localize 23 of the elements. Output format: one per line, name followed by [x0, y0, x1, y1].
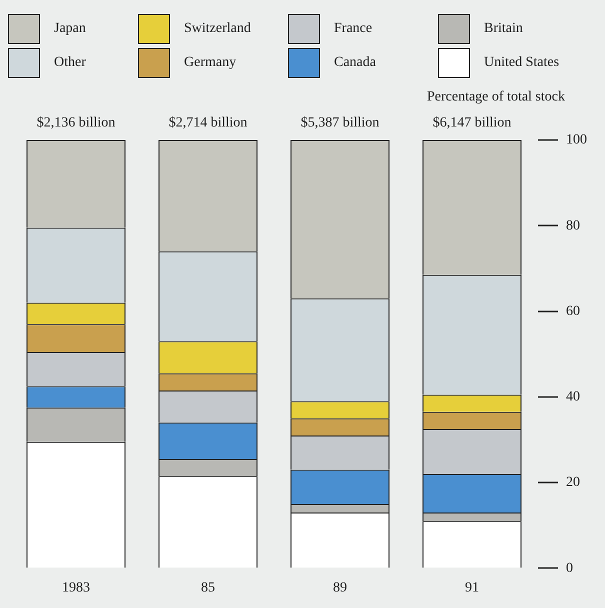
- y-tick-label: 100: [566, 132, 587, 148]
- legend-label: Other: [54, 55, 86, 71]
- legend-label: United States: [484, 55, 560, 71]
- legend-label: Japan: [54, 21, 86, 37]
- legend-label: Britain: [484, 21, 523, 37]
- y-axis-title: Percentage of total stock: [426, 90, 565, 105]
- y-tick-label: 20: [566, 475, 580, 490]
- y-tick-label: 0: [566, 560, 573, 576]
- x-tick-label: 85: [201, 580, 215, 596]
- legend-label: Canada: [334, 55, 376, 71]
- x-tick-label: 91: [465, 580, 479, 596]
- annotation: $2,714 billion: [168, 116, 248, 131]
- annotation: $2,136 billion: [36, 116, 116, 131]
- x-tick-label: 1983: [62, 580, 90, 596]
- legend-label: Switzerland: [184, 21, 251, 37]
- y-tick-label: 40: [566, 390, 580, 405]
- legend-label: Germany: [184, 55, 236, 71]
- legend-label: France: [334, 21, 372, 37]
- y-tick-label: 80: [566, 218, 580, 234]
- annotation: $6,147 billion: [432, 116, 512, 131]
- annotation: $5,387 billion: [300, 116, 380, 131]
- y-tick-label: 60: [566, 304, 580, 319]
- x-tick-label: 89: [333, 580, 347, 596]
